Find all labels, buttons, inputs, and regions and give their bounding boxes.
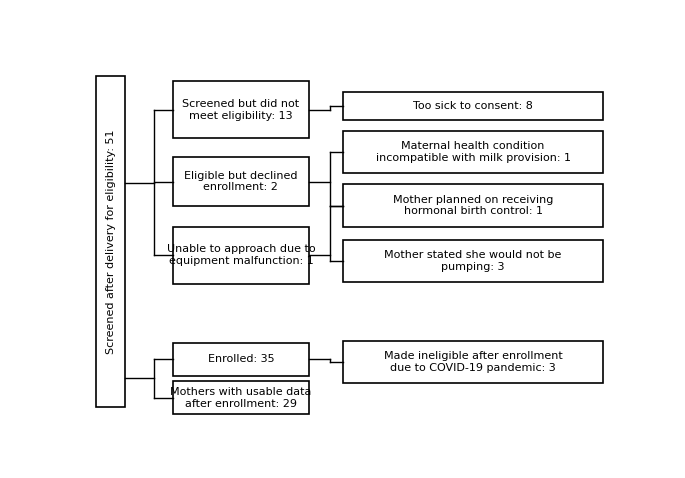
Text: Screened after delivery for eligibility: 51: Screened after delivery for eligibility:… [106, 129, 116, 354]
FancyBboxPatch shape [343, 341, 603, 383]
FancyBboxPatch shape [173, 343, 308, 376]
Text: Eligible but declined
enrollment: 2: Eligible but declined enrollment: 2 [184, 171, 298, 192]
FancyBboxPatch shape [173, 227, 308, 284]
FancyBboxPatch shape [343, 239, 603, 282]
FancyBboxPatch shape [173, 157, 308, 206]
FancyBboxPatch shape [173, 81, 308, 138]
Text: Mother planned on receiving
hormonal birth control: 1: Mother planned on receiving hormonal bir… [393, 195, 553, 217]
FancyBboxPatch shape [343, 131, 603, 174]
Text: Enrolled: 35: Enrolled: 35 [208, 354, 274, 364]
Text: Mother stated she would not be
pumping: 3: Mother stated she would not be pumping: … [384, 250, 562, 272]
FancyBboxPatch shape [343, 185, 603, 227]
Text: Made ineligible after enrollment
due to COVID-19 pandemic: 3: Made ineligible after enrollment due to … [384, 351, 562, 373]
Text: Unable to approach due to
equipment malfunction: 1: Unable to approach due to equipment malf… [166, 244, 315, 266]
FancyBboxPatch shape [96, 76, 125, 407]
Text: Maternal health condition
incompatible with milk provision: 1: Maternal health condition incompatible w… [375, 141, 571, 163]
Text: Screened but did not
meet eligibility: 13: Screened but did not meet eligibility: 1… [182, 99, 299, 120]
Text: Mothers with usable data
after enrollment: 29: Mothers with usable data after enrollmen… [170, 387, 312, 409]
Text: Too sick to consent: 8: Too sick to consent: 8 [413, 101, 533, 111]
FancyBboxPatch shape [173, 381, 308, 414]
FancyBboxPatch shape [343, 92, 603, 120]
